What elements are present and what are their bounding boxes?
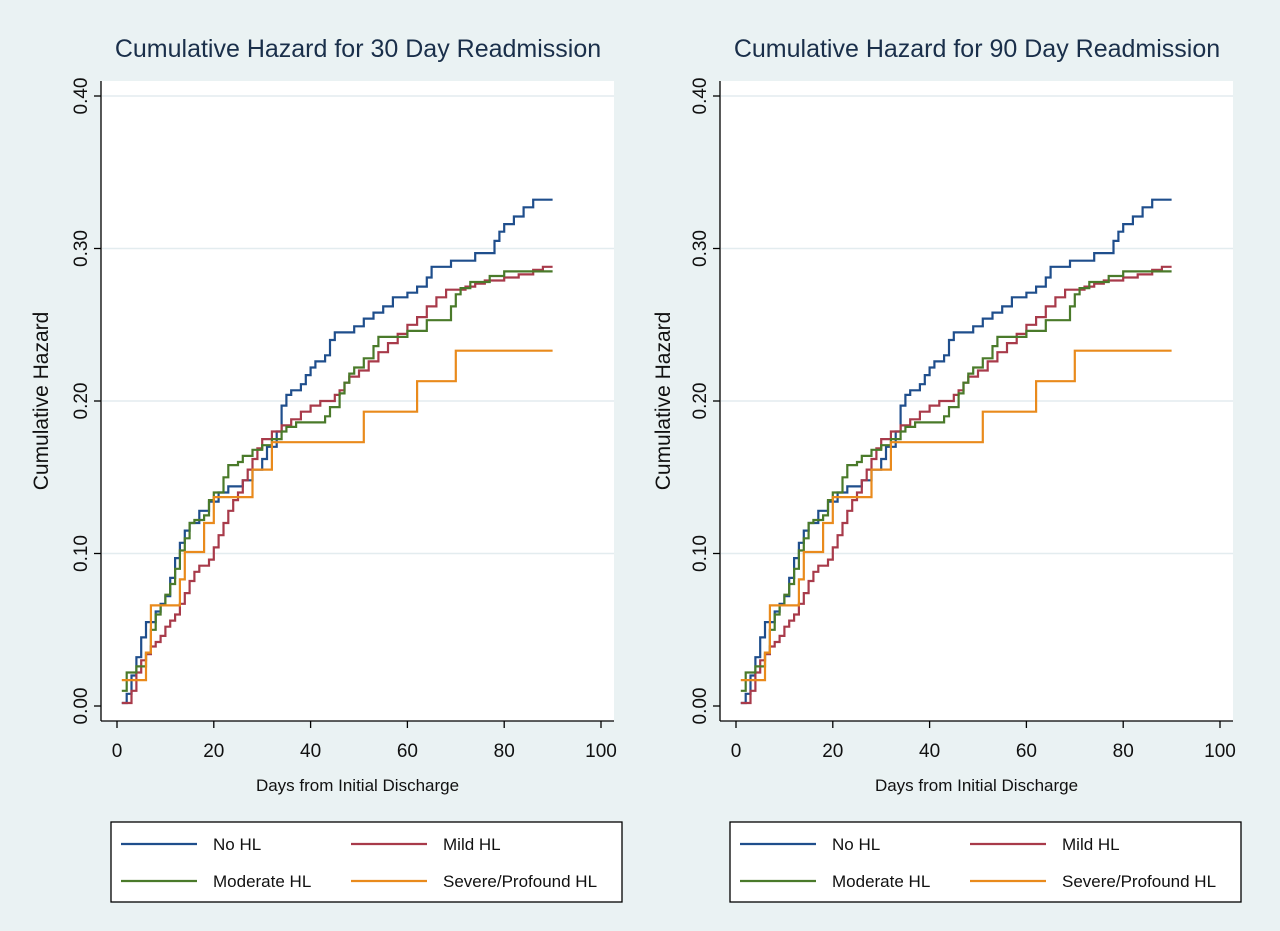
x-axis-label: Days from Initial Discharge (256, 776, 459, 795)
chart-panel-90-day: Cumulative Hazard for 90 Day Readmission… (652, 35, 1242, 903)
y-axis-label: Cumulative Hazard (30, 312, 53, 491)
legend-label: Moderate HL (832, 872, 930, 891)
y-axis-label: Cumulative Hazard (652, 312, 675, 491)
x-tick-label: 0 (112, 741, 123, 762)
series-line-severe-profound-hl (740, 349, 1172, 682)
chart-title: Cumulative Hazard for 90 Day Readmission (734, 35, 1220, 63)
legend-label: No HL (213, 835, 261, 854)
series-line-severe-profound-hl (121, 349, 553, 682)
series-line-mild-hl (740, 265, 1172, 705)
x-axis-label: Days from Initial Discharge (875, 776, 1078, 795)
x-tick-label: 0 (731, 741, 742, 762)
series-line-no-hl (740, 198, 1172, 705)
x-tick-label: 80 (494, 741, 515, 762)
legend-label: Mild HL (1062, 835, 1120, 854)
legend-label: Severe/Profound HL (443, 872, 597, 891)
y-tick-label: 0.10 (71, 535, 92, 572)
y-tick-label: 0.20 (71, 383, 92, 420)
y-tick-label: 0.10 (690, 535, 711, 572)
y-tick-label: 0.00 (690, 688, 711, 725)
y-tick-label: 0.30 (71, 230, 92, 267)
x-tick-label: 60 (397, 741, 418, 762)
chart-panel-30-day: Cumulative Hazard for 30 Day Readmission… (30, 35, 623, 903)
x-tick-label: 20 (203, 741, 224, 762)
x-tick-label: 40 (300, 741, 321, 762)
y-tick-label: 0.30 (690, 230, 711, 267)
y-tick-label: 0.00 (71, 688, 92, 725)
x-tick-label: 100 (585, 741, 617, 762)
x-tick-label: 40 (919, 741, 940, 762)
x-tick-label: 80 (1113, 741, 1134, 762)
legend-label: Moderate HL (213, 872, 311, 891)
x-tick-label: 100 (1204, 741, 1236, 762)
x-tick-label: 60 (1016, 741, 1037, 762)
legend-box (729, 821, 1242, 903)
series-line-no-hl (121, 198, 553, 705)
x-tick-label: 20 (822, 741, 843, 762)
legend-label: No HL (832, 835, 880, 854)
y-tick-label: 0.20 (690, 383, 711, 420)
y-tick-label: 0.40 (71, 78, 92, 115)
legend-box (110, 821, 623, 903)
legend-label: Mild HL (443, 835, 501, 854)
y-tick-label: 0.40 (690, 78, 711, 115)
legend-label: Severe/Profound HL (1062, 872, 1216, 891)
series-line-mild-hl (121, 265, 553, 705)
series-line-moderate-hl (121, 270, 553, 692)
series-line-moderate-hl (740, 270, 1172, 692)
chart-title: Cumulative Hazard for 30 Day Readmission (115, 35, 601, 63)
